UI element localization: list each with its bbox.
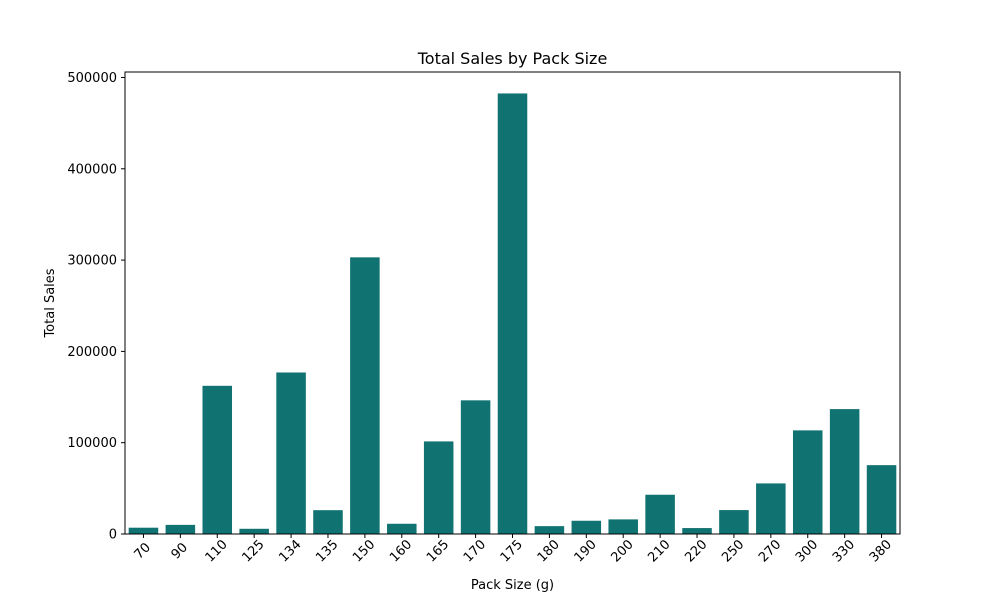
x-tick-label-175: 175 (498, 537, 526, 565)
bar-330 (829, 409, 860, 534)
bar-160 (387, 523, 417, 534)
x-tick-label-90: 90 (169, 540, 191, 562)
y-tick-label-300000: 300000 (67, 254, 117, 269)
x-tick-label-210: 210 (645, 537, 673, 565)
x-tick-label-330: 330 (830, 537, 858, 565)
bar-270 (756, 483, 786, 534)
bar-70 (128, 527, 159, 534)
bar-190 (571, 520, 602, 534)
x-tick-label-180: 180 (535, 537, 563, 565)
plot-frame (124, 71, 901, 535)
y-tick-label-500000: 500000 (67, 71, 117, 86)
x-tick-label-190: 190 (572, 537, 600, 565)
x-tick-label-170: 170 (461, 537, 489, 565)
x-tick-label-380: 380 (867, 537, 895, 565)
x-tick-label-200: 200 (608, 537, 636, 565)
x-tick-label-270: 270 (756, 537, 784, 565)
bar-110 (202, 385, 233, 534)
x-tick-label-70: 70 (132, 540, 154, 562)
x-tick-label-135: 135 (313, 537, 341, 565)
chart-title: Total Sales by Pack Size (417, 49, 608, 68)
x-tick-label-125: 125 (239, 537, 267, 565)
x-axis: 70 90 110 125 134 135 150 160 165 170 175 180 190 200… (132, 534, 895, 565)
bar-300 (792, 430, 823, 534)
bar-134 (276, 372, 306, 534)
bars-group (128, 93, 897, 535)
y-axis: 0 100000 200000 300000 400000 500000 (67, 71, 125, 543)
bar-220 (682, 528, 712, 534)
x-tick-label-150: 150 (350, 537, 378, 565)
bar-170 (460, 400, 491, 534)
y-tick-label-200000: 200000 (67, 345, 117, 360)
bar-165 (423, 441, 454, 534)
bar-200 (608, 519, 638, 534)
x-tick-label-250: 250 (719, 537, 747, 565)
bar-135 (313, 510, 343, 534)
x-tick-label-110: 110 (203, 537, 231, 565)
bar-125 (239, 528, 269, 534)
x-tick-label-160: 160 (387, 537, 415, 565)
bar-210 (645, 494, 675, 534)
x-axis-title: Pack Size (g) (471, 578, 554, 593)
y-tick-label-0: 0 (109, 528, 117, 543)
bar-250 (719, 510, 749, 534)
bar-180 (534, 526, 565, 534)
bar-380 (866, 465, 897, 534)
bar-90 (165, 524, 196, 534)
bar-175 (497, 93, 528, 535)
x-tick-label-300: 300 (793, 537, 821, 565)
y-tick-label-400000: 400000 (67, 162, 117, 177)
y-tick-label-100000: 100000 (67, 436, 117, 451)
x-tick-label-220: 220 (682, 537, 710, 565)
y-axis-title: Total Sales (43, 268, 58, 338)
x-tick-label-165: 165 (424, 537, 452, 565)
x-tick-label-134: 134 (276, 537, 304, 565)
bar-150 (350, 257, 380, 534)
